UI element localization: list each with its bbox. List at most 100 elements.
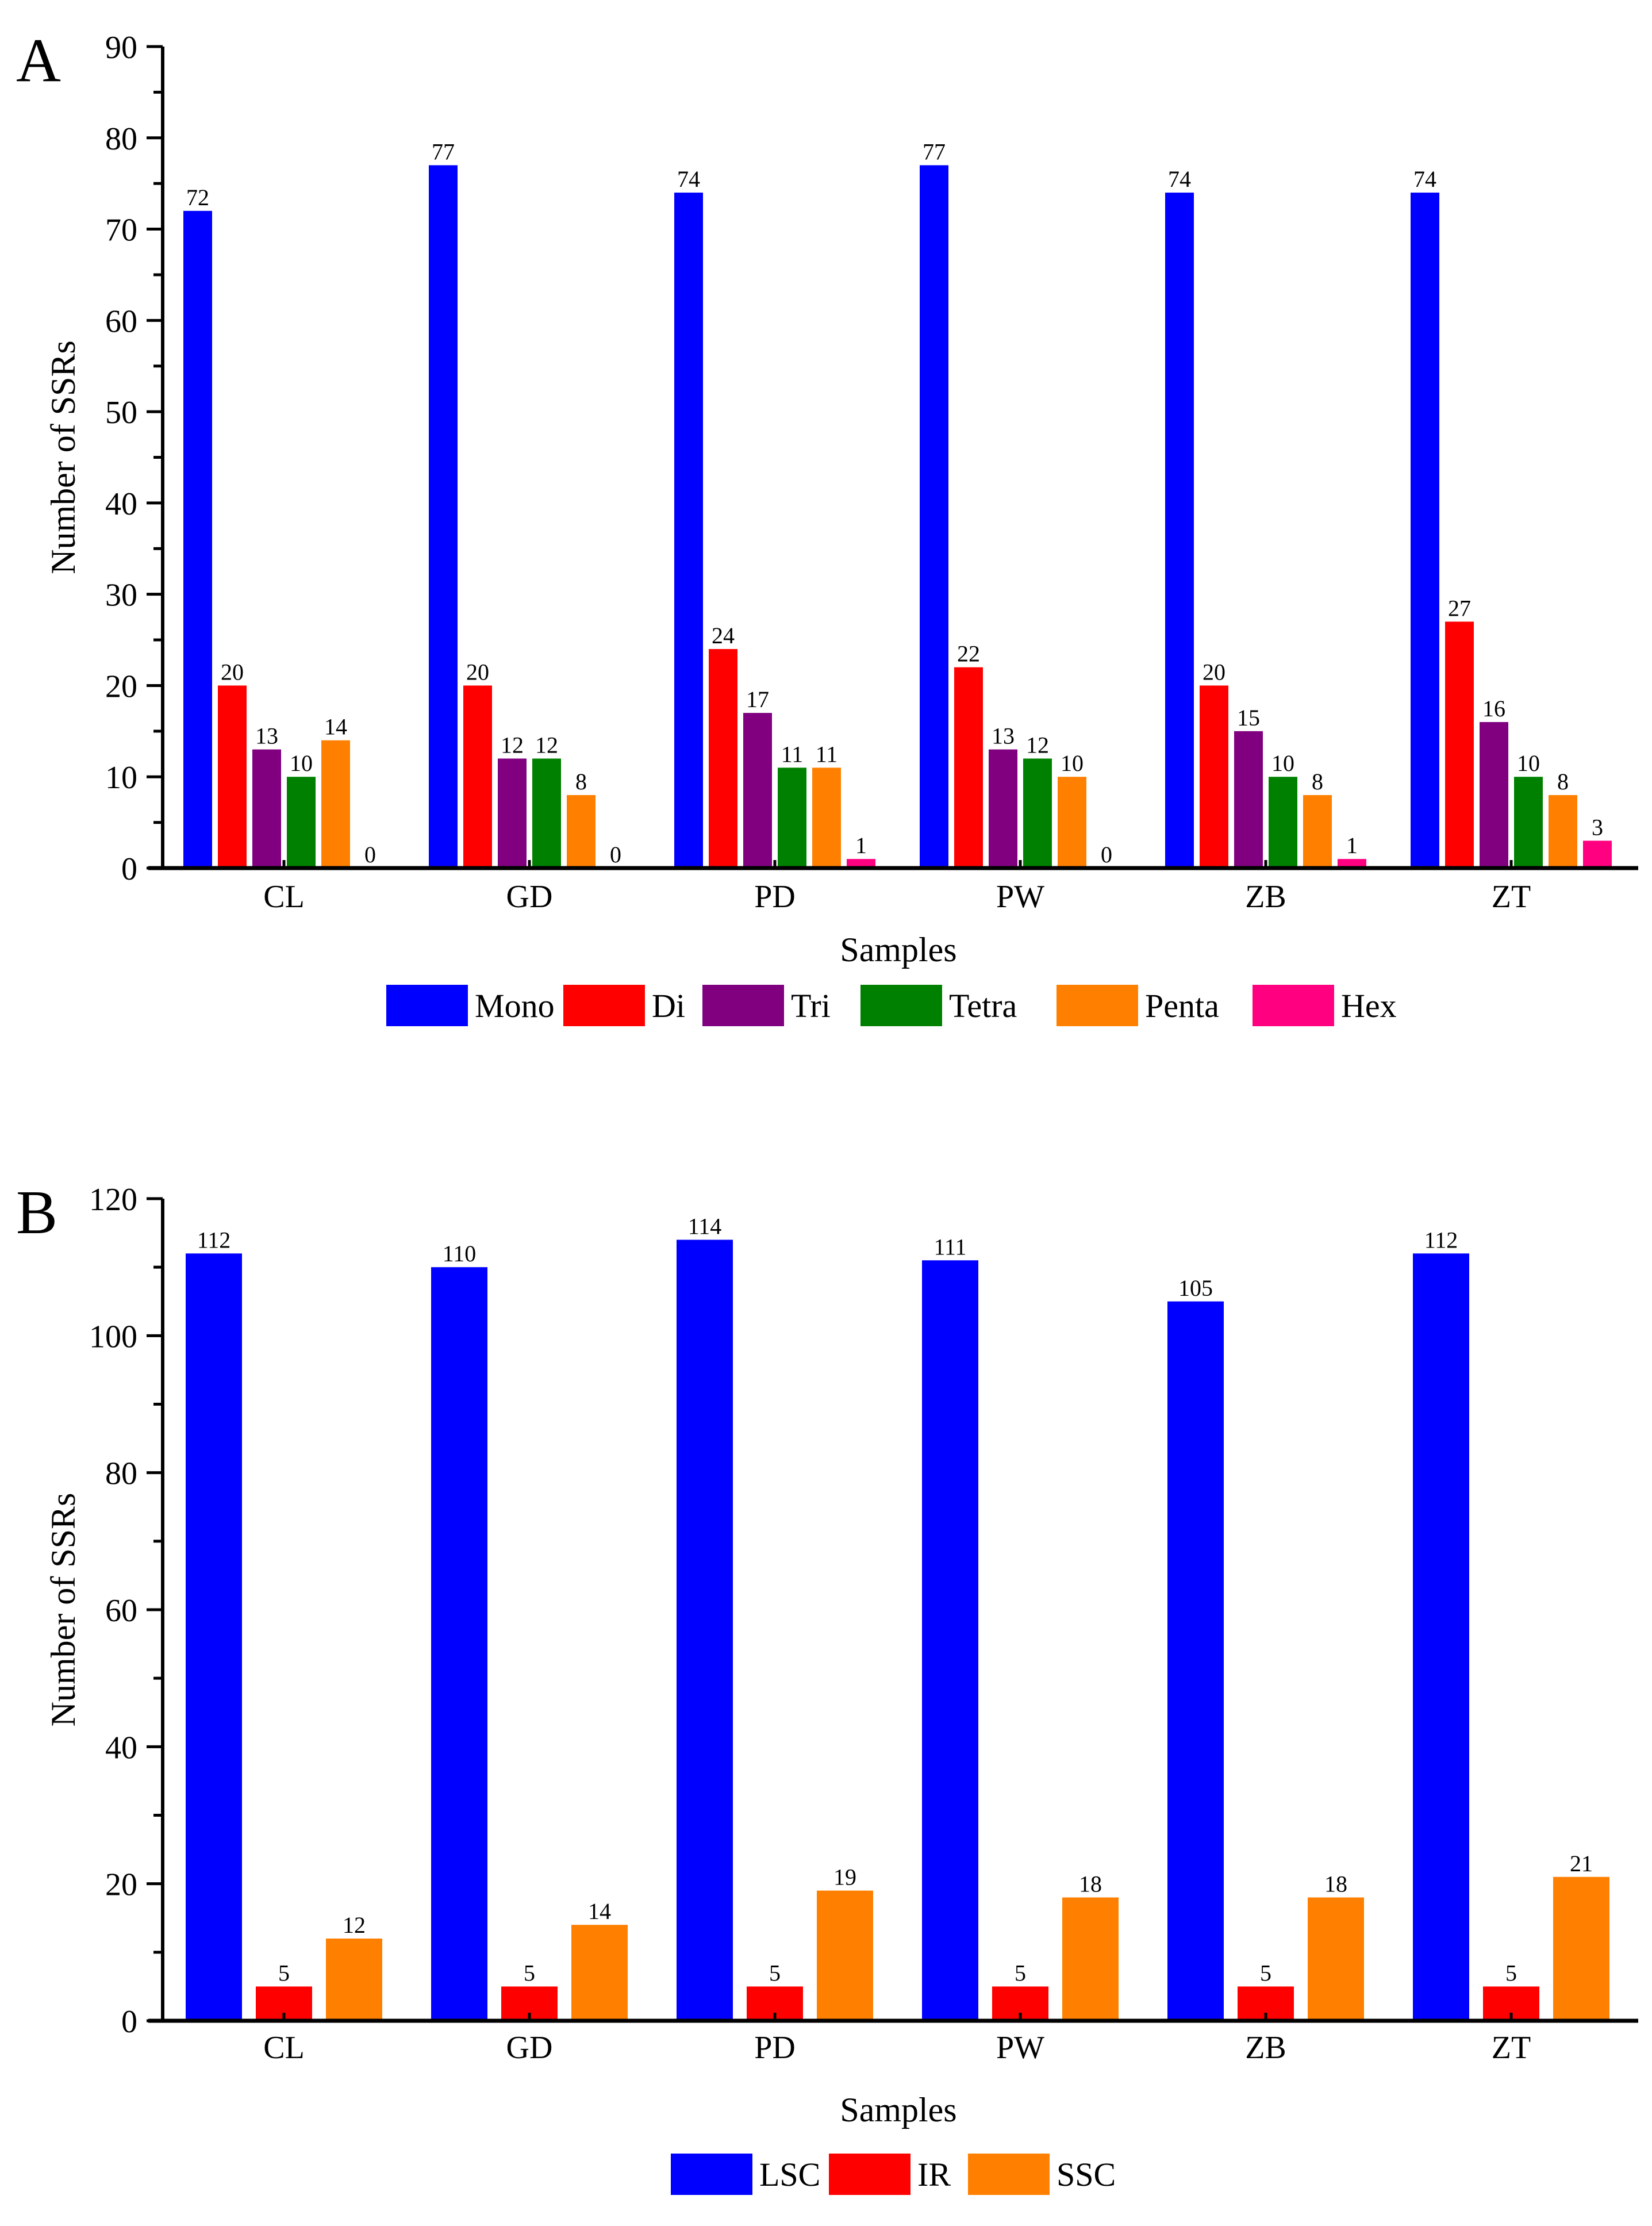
data-label: 11 [781,741,804,767]
y-tick-label: 80 [105,1456,137,1492]
y-tick-label: 0 [121,2004,137,2040]
bar-penta-zt [1549,795,1577,868]
bar-ssc-cl [326,1939,382,2021]
data-label: 16 [1482,696,1505,721]
data-label: 10 [290,750,313,776]
bar-lsc-gd [431,1267,487,2021]
data-label: 72 [186,185,209,210]
y-tick-label: 60 [105,1593,137,1629]
data-label: 74 [1168,166,1191,192]
bar-tetra-pw [1023,758,1052,868]
data-label: 12 [1026,732,1049,758]
bar-di-zt [1445,621,1474,868]
data-label: 74 [1413,166,1436,192]
panel-label: A [16,26,61,95]
x-tick-label: PD [754,879,796,915]
data-label: 10 [1517,750,1540,776]
bar-di-pd [709,648,737,868]
bar-di-cl [218,685,247,868]
data-label: 5 [1260,1960,1271,1986]
x-tick-label: ZB [1245,879,1286,915]
bar-hex-pd [847,859,875,868]
bar-di-zb [1200,685,1228,868]
data-label: 21 [1570,1851,1593,1876]
data-label: 77 [923,139,946,164]
data-label: 5 [524,1960,535,1986]
y-tick-label: 50 [105,395,137,431]
data-label: 14 [588,1898,611,1924]
data-label: 3 [1592,814,1603,840]
x-tick-label: GD [506,2030,553,2066]
legend-label: Mono [475,987,555,1024]
data-label: 12 [535,732,558,758]
bar-mono-gd [429,165,458,868]
bar-penta-cl [321,740,350,868]
bar-tetra-gd [532,758,561,868]
data-label: 112 [197,1227,231,1253]
x-tick-label: ZT [1492,2030,1531,2066]
legend-swatch-ir [829,2154,910,2195]
y-tick-label: 100 [89,1319,137,1354]
data-label: 5 [769,1960,781,1986]
legend-label: IR [917,2156,951,2193]
data-label: 13 [255,723,278,749]
data-label: 10 [1061,750,1084,776]
bar-penta-pd [812,767,841,868]
bar-mono-zt [1411,193,1439,868]
data-label: 24 [712,623,735,648]
bar-ssc-pd [817,1890,873,2021]
data-label: 77 [432,139,455,164]
bar-hex-zt [1583,840,1612,868]
bar-ssc-zt [1553,1876,1609,2021]
data-label: 105 [1178,1275,1213,1301]
data-label: 27 [1448,595,1471,621]
x-tick-label: GD [506,879,553,915]
bar-ssc-zb [1308,1897,1364,2021]
legend-label: SSC [1056,2156,1116,2193]
bar-tri-gd [498,758,527,868]
x-tick-label: CL [263,2030,305,2066]
x-axis-title: Samples [840,931,956,969]
data-label: 74 [677,166,700,192]
data-label: 8 [1557,769,1569,795]
data-label: 22 [957,641,980,667]
data-label: 12 [343,1912,366,1938]
data-label: 0 [364,842,376,868]
bar-tetra-zt [1514,777,1543,868]
x-tick-label: ZT [1492,879,1531,915]
legend-swatch-mono [386,985,468,1026]
data-label: 8 [1312,769,1323,795]
y-tick-label: 40 [105,1730,137,1766]
data-label: 5 [1015,1960,1026,1986]
y-tick-label: 80 [105,121,137,157]
legend-swatch-tetra [860,985,942,1026]
data-label: 14 [324,714,347,740]
x-tick-label: CL [263,879,305,915]
legend-swatch-di [563,985,645,1026]
bar-tri-zb [1234,731,1263,868]
x-tick-label: PD [754,2030,796,2066]
y-tick-label: 60 [105,304,137,339]
bar-mono-zb [1165,193,1194,868]
x-tick-label: ZB [1245,2030,1286,2066]
y-tick-label: 30 [105,578,137,613]
legend-label: Tetra [949,987,1017,1024]
data-label: 12 [501,732,524,758]
y-tick-label: 20 [105,669,137,704]
bar-hex-zb [1338,859,1366,868]
y-axis-title: Number of SSRs [44,340,82,574]
bar-penta-pw [1058,777,1086,868]
bar-di-pw [954,667,983,868]
data-label: 20 [466,659,489,685]
data-label: 20 [221,659,244,685]
y-tick-label: 120 [89,1182,137,1218]
legend-swatch-tri [702,985,784,1026]
data-label: 110 [443,1241,477,1266]
bar-mono-pd [674,193,703,868]
bar-mono-cl [183,210,212,868]
bar-tri-zt [1480,721,1508,868]
panel-label: B [16,1179,57,1247]
y-axis-title: Number of SSRs [44,1493,82,1727]
data-label: 18 [1079,1871,1102,1897]
legend-label: Penta [1145,987,1219,1024]
